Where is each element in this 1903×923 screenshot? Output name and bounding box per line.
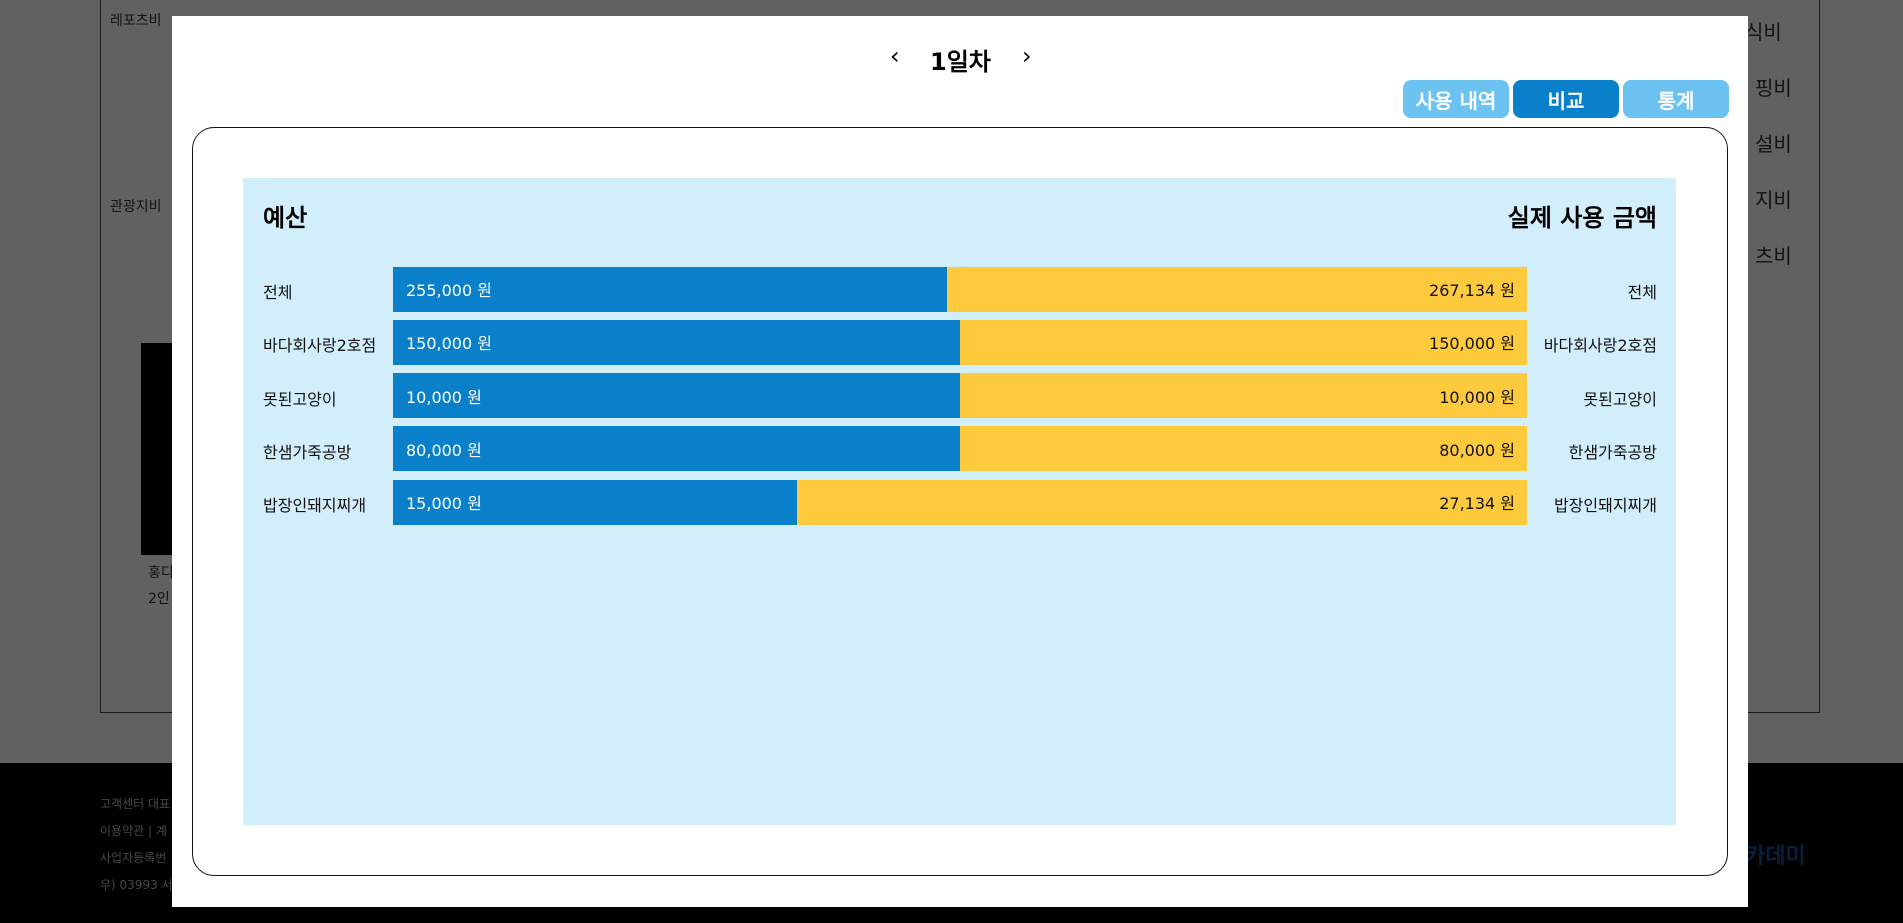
tab-button[interactable]: 사용 내역 xyxy=(1403,80,1509,118)
day-title: 1일차 xyxy=(930,48,991,76)
category-right: 밥장인돼지찌개 xyxy=(1553,496,1657,516)
category-left: 바다회사랑2호점 xyxy=(263,336,377,356)
panel xyxy=(192,127,1728,876)
right-header: 실제 사용 금액 xyxy=(1507,204,1657,232)
category-left: 한샘가죽공방 xyxy=(263,442,352,462)
category-left: 전체 xyxy=(263,283,293,302)
left-header: 예산 xyxy=(263,204,308,232)
budget-label: 255,000 원 xyxy=(406,281,492,300)
next-button[interactable]: › xyxy=(1022,42,1032,70)
budget-label: 15,000 원 xyxy=(406,494,482,514)
tab-button[interactable]: 통계 xyxy=(1623,80,1729,118)
actual-bar xyxy=(796,479,1527,525)
budget-label: 80,000 원 xyxy=(406,440,482,460)
actual-label: 10,000 원 xyxy=(1439,387,1515,407)
actual-label: 150,000 원 xyxy=(1429,334,1515,354)
budget-bar xyxy=(393,426,960,472)
category-right: 못된고양이 xyxy=(1583,389,1657,409)
category-left: 못된고양이 xyxy=(263,389,337,409)
tab-button[interactable]: 비교 xyxy=(1513,80,1619,118)
modal: ‹ 1일차 › 예산 실제 사용 금액 255,000 원 267,134 원 전체 전체… xyxy=(172,16,1748,907)
category-right: 한샘가죽공방 xyxy=(1568,442,1657,462)
actual-label: 80,000 원 xyxy=(1439,440,1515,460)
budget-bar xyxy=(393,479,797,525)
chart-area: 예산 실제 사용 금액 255,000 원 267,134 원 전체 전체 150,000 … xyxy=(243,178,1676,825)
prev-button[interactable]: ‹ xyxy=(890,42,900,70)
actual-label: 267,134 원 xyxy=(1429,281,1515,300)
budget-label: 10,000 원 xyxy=(406,387,482,407)
actual-bar xyxy=(960,319,1527,365)
category-left: 밥장인돼지찌개 xyxy=(263,496,367,516)
category-right: 바다회사랑2호점 xyxy=(1543,336,1657,356)
actual-bar xyxy=(960,373,1527,419)
budget-bar xyxy=(393,319,960,365)
category-right: 전체 xyxy=(1627,283,1657,302)
budget-bar xyxy=(393,373,960,419)
budget-bar xyxy=(393,266,947,312)
budget-label: 150,000 원 xyxy=(406,334,492,354)
actual-bar xyxy=(946,266,1527,312)
actual-bar xyxy=(960,426,1527,472)
actual-label: 27,134 원 xyxy=(1439,494,1515,514)
